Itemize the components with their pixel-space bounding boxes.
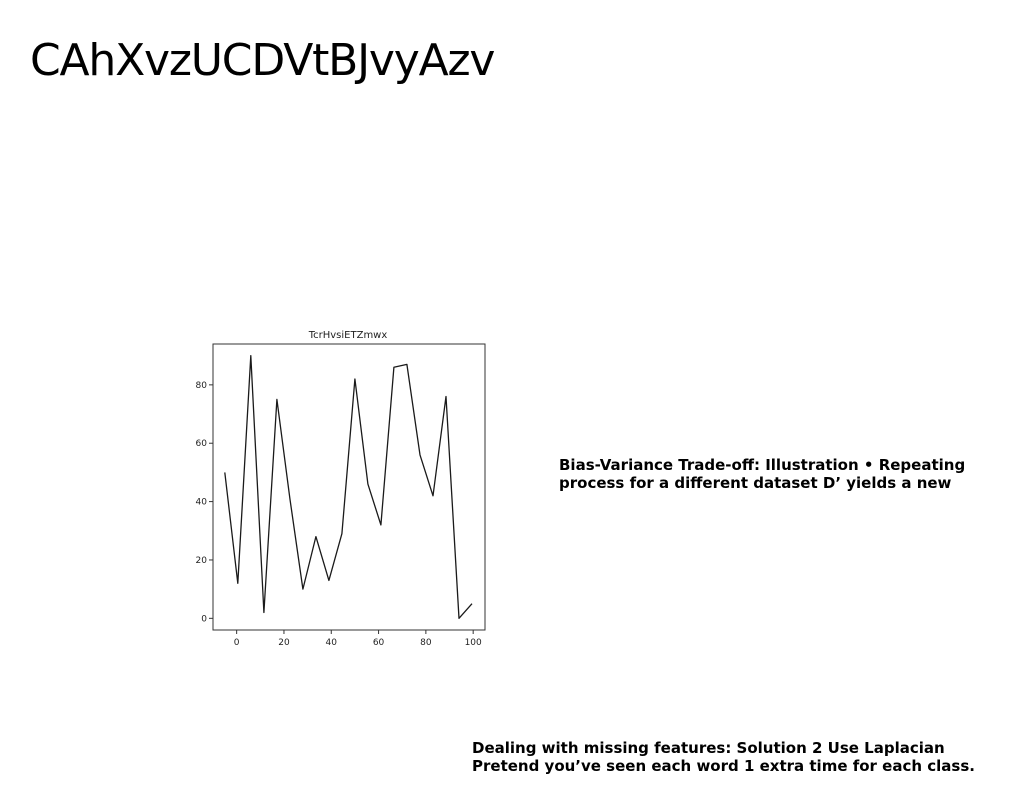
x-tick-label: 20 — [278, 638, 290, 648]
y-tick-label: 40 — [196, 498, 208, 508]
axes-ticks: 0 20 40 60 80 100 0 20 40 60 80 — [196, 381, 482, 648]
y-tick-label: 0 — [201, 614, 207, 624]
series-line — [224, 355, 473, 619]
line-chart: TcrHvsiETZmwx 0 20 40 60 80 100 0 20 40 60 80 — [196, 330, 486, 648]
x-tick-label: 100 — [465, 638, 482, 648]
plot-frame — [212, 343, 486, 631]
page-title: CAhXvzUCDVtBJvyAzv — [30, 35, 495, 86]
x-tick-label: 60 — [373, 638, 385, 648]
x-tick-label: 80 — [420, 638, 432, 648]
y-tick-label: 60 — [196, 439, 208, 449]
series-layer — [224, 355, 473, 619]
x-tick-label: 0 — [234, 638, 240, 648]
caption-missing-features-line2: Pretend you’ve seen each word 1 extra ti… — [472, 757, 975, 775]
caption-missing-features: Dealing with missing features: Solution … — [472, 739, 1017, 775]
x-tick-label: 40 — [326, 638, 338, 648]
caption-missing-features-line1: Dealing with missing features: Solution … — [472, 739, 945, 757]
y-tick-label: 80 — [196, 381, 208, 391]
y-tick-label: 20 — [196, 556, 208, 566]
chart-title: TcrHvsiETZmwx — [308, 330, 388, 341]
caption-bias-variance: Bias-Variance Trade-off: Illustration • … — [559, 456, 966, 492]
